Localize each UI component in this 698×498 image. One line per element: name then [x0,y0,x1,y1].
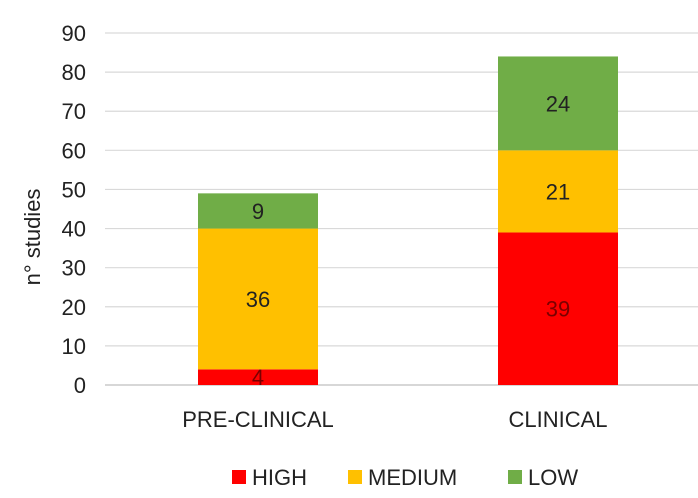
data-label-clinical-high: 39 [546,297,570,322]
y-tick-label-40: 40 [62,217,86,242]
bar-pre-clinical-low [198,193,318,229]
y-tick-label-20: 20 [62,295,86,320]
data-label-clinical-medium: 21 [546,179,570,204]
legend-swatch-low [508,470,522,484]
y-tick-label-70: 70 [62,99,86,124]
data-label-pre-clinical-low: 9 [252,199,264,224]
bars: 4 36 9 39 21 24 [198,56,618,390]
x-axis-categories: PRE-CLINICAL CLINICAL [182,407,607,432]
bar-pre-clinical-high [198,369,318,385]
legend-label-medium: MEDIUM [368,465,457,490]
bar-clinical-low [498,56,618,151]
y-tick-label-50: 50 [62,177,86,202]
legend-swatch-medium [348,470,362,484]
legend-label-low: LOW [528,465,578,490]
y-tick-label-60: 60 [62,138,86,163]
bar-clinical-medium [498,150,618,233]
y-axis-label: n° studies [20,189,45,286]
data-label-clinical-low: 24 [546,91,570,116]
y-tick-label-80: 80 [62,60,86,85]
legend: HIGH MEDIUM LOW [232,465,578,490]
y-tick-label-10: 10 [62,334,86,359]
bar-clinical-high [498,232,618,385]
y-tick-label-30: 30 [62,256,86,281]
legend-label-high: HIGH [252,465,307,490]
legend-swatch-high [232,470,246,484]
x-category-label-clinical: CLINICAL [508,407,607,432]
data-label-pre-clinical-medium: 36 [246,287,270,312]
y-axis-ticks: 0 10 20 30 40 50 60 70 80 90 [62,21,86,398]
y-tick-label-0: 0 [74,373,86,398]
data-label-pre-clinical-high: 4 [252,365,264,390]
bar-pre-clinical-medium [198,228,318,370]
x-category-label-pre-clinical: PRE-CLINICAL [182,407,334,432]
y-tick-label-90: 90 [62,21,86,46]
